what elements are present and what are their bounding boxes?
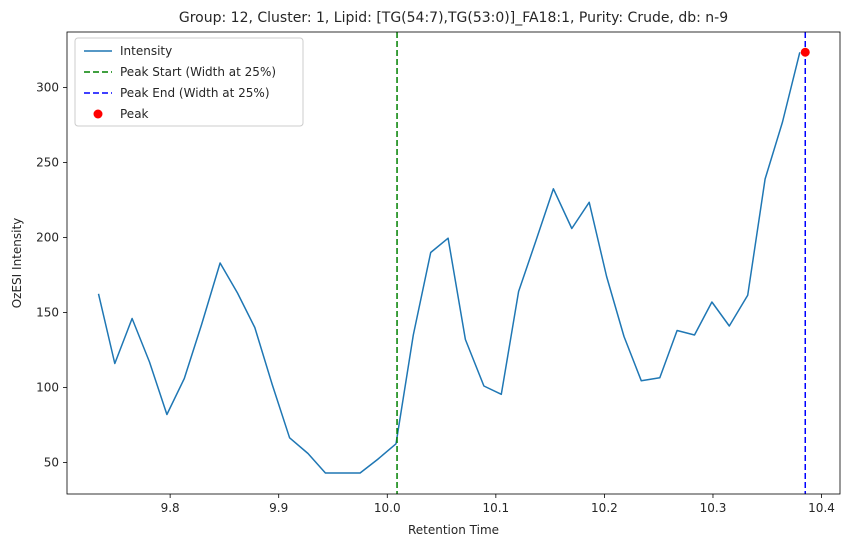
y-tick-label: 150 <box>36 306 59 320</box>
legend-entry-peak-end-label: Peak End (Width at 25%) <box>120 86 270 100</box>
series-line-intensity <box>97 52 801 474</box>
legend: Intensity Peak Start (Width at 25%) Peak E… <box>74 37 304 127</box>
peak-marker <box>800 47 810 57</box>
legend-entry-intensity-label: Intensity <box>120 44 172 58</box>
plot-frame <box>66 31 841 495</box>
y-axis-label: OzESI Intensity <box>10 218 24 309</box>
legend-entry-peak-swatch <box>93 109 103 119</box>
y-axis: 50 100 150 200 250 300 <box>36 81 67 470</box>
plot-area <box>66 31 841 495</box>
x-tick-label: 9.8 <box>161 501 180 515</box>
legend-box <box>74 37 304 127</box>
x-tick-label: 10.1 <box>482 501 509 515</box>
x-tick-label: 9.9 <box>269 501 288 515</box>
x-axis: 9.8 9.9 10.0 10.1 10.2 10.3 10.4 <box>161 494 835 515</box>
legend-entry-peak-start-label: Peak Start (Width at 25%) <box>120 65 276 79</box>
x-tick-label: 10.2 <box>591 501 618 515</box>
y-tick-label: 200 <box>36 231 59 245</box>
x-tick-label: 10.3 <box>700 501 727 515</box>
x-tick-label: 10.4 <box>808 501 835 515</box>
chart-title: Group: 12, Cluster: 1, Lipid: [TG(54:7),… <box>179 10 728 26</box>
legend-entry-peak-label: Peak <box>120 107 149 121</box>
x-tick-label: 10.0 <box>374 501 401 515</box>
y-tick-label: 300 <box>36 81 59 95</box>
y-tick-label: 250 <box>36 156 59 170</box>
y-tick-label: 50 <box>44 456 59 470</box>
y-tick-label: 100 <box>36 381 59 395</box>
x-axis-label: Retention Time <box>408 523 499 537</box>
